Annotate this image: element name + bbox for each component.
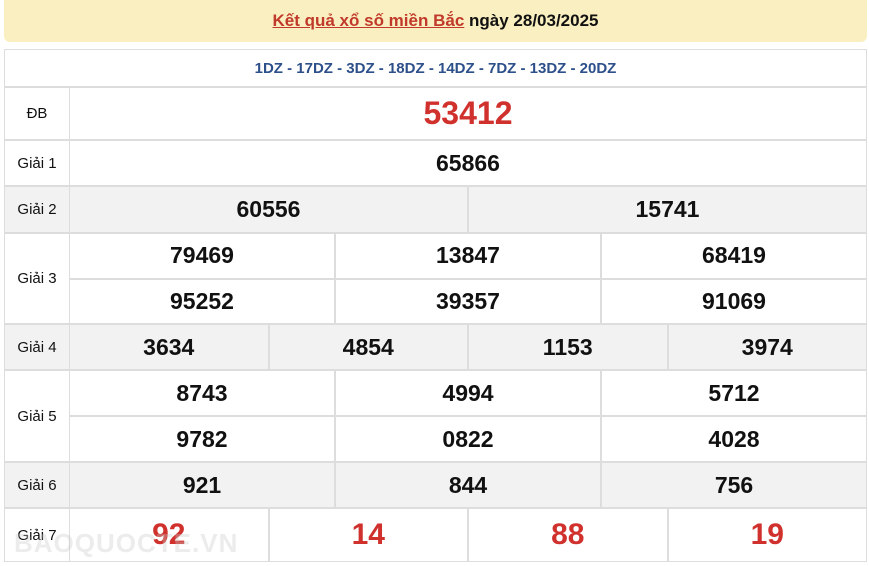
prize-number: 8743	[69, 370, 335, 416]
results-header: Kết quả xổ số miền Bắc ngày 28/03/2025	[4, 0, 867, 42]
prize-number: 65866	[69, 140, 867, 186]
prize-number: 1153	[468, 324, 668, 370]
prize-number: 14	[268, 508, 468, 562]
prize-number: 13847	[335, 233, 601, 279]
prize-number: 921	[69, 462, 335, 508]
prize-number: 844	[335, 462, 601, 508]
prize-label: Giải 2	[4, 186, 70, 233]
prize-number: 88	[468, 508, 668, 562]
prize-number: 91069	[601, 278, 867, 324]
prize-number: 4994	[335, 370, 601, 416]
prize-number: 9782	[69, 416, 335, 462]
prize-number: 0822	[335, 416, 601, 462]
prize-number: 68419	[601, 233, 867, 279]
prize-number: 19	[667, 508, 867, 562]
watermark: BAOQUOCTE.VN	[14, 528, 239, 558]
prize-number: 4028	[601, 416, 867, 462]
prize-number: 53412	[69, 87, 867, 140]
prize-number: 5712	[601, 370, 867, 416]
prize-label: Giải 3	[4, 233, 70, 324]
prize-number: 79469	[69, 233, 335, 279]
prize-number: 3974	[667, 324, 867, 370]
prize-number: 39357	[335, 278, 601, 324]
prize-label: ĐB	[4, 87, 70, 140]
prize-label: Giải 4	[4, 324, 70, 370]
prize-number: 92	[69, 508, 269, 562]
results-date: ngày 28/03/2025	[469, 11, 599, 30]
results-link[interactable]: Kết quả xổ số miền Bắc	[272, 11, 465, 30]
prize-number: 4854	[268, 324, 468, 370]
prize-label: Giải 1	[4, 140, 70, 186]
prize-label: Giải 5	[4, 370, 70, 462]
prize-number: 3634	[69, 324, 269, 370]
province-codes: 1DZ - 17DZ - 3DZ - 18DZ - 14DZ - 7DZ - 1…	[4, 49, 867, 87]
prize-number: 756	[601, 462, 867, 508]
prize-number: 95252	[69, 278, 335, 324]
prize-number: 60556	[69, 186, 468, 233]
prize-label: Giải 6	[4, 462, 70, 508]
prize-number: 15741	[468, 186, 867, 233]
